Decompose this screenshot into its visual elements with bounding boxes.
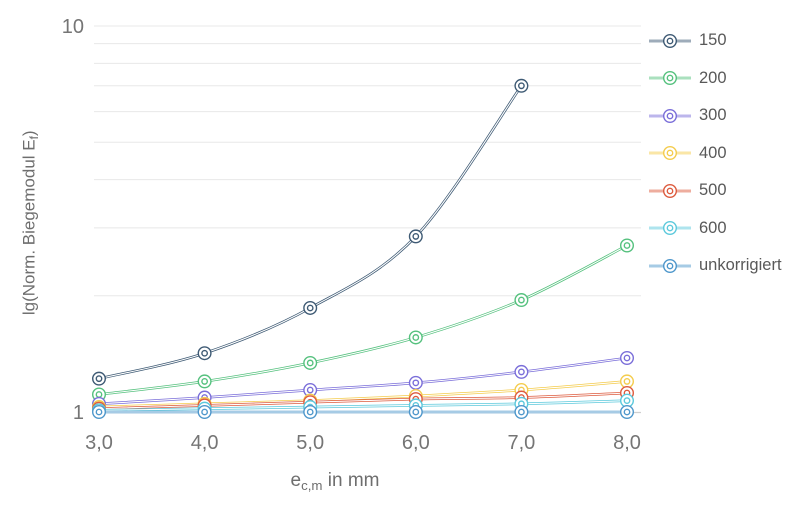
y-axis-title-subscript: f <box>26 136 41 140</box>
data-point-inner-unkorrigiert <box>518 408 525 416</box>
legend-marker-icon-600 <box>649 221 691 236</box>
legend-item-150: 150 <box>648 22 806 60</box>
series-line-core-150 <box>98 85 522 380</box>
data-point-inner-unkorrigiert <box>201 408 209 416</box>
data-point-inner-unkorrigiert <box>306 408 314 416</box>
data-point-inner-200 <box>306 359 314 367</box>
series-line-150 <box>98 85 523 380</box>
x-tick-label: 8,0 <box>613 432 641 454</box>
data-point-inner-200 <box>412 334 420 341</box>
legend-label-400: 400 <box>699 143 727 162</box>
data-point-inner-200 <box>201 378 209 385</box>
legend-marker-icon-400 <box>649 146 691 161</box>
legend-marker-icon-500 <box>649 183 691 198</box>
x-axis-title-text: e <box>290 470 302 491</box>
x-tick-label: 6,0 <box>402 432 430 454</box>
legend-item-200: 200 <box>648 60 806 98</box>
data-point-inner-200 <box>95 391 103 398</box>
data-point-inner-300 <box>412 379 420 387</box>
data-point-inner-300 <box>623 354 631 362</box>
x-tick-label: 7,0 <box>507 432 535 454</box>
data-point-inner-600 <box>623 397 631 405</box>
x-axis-title: ec,m in mm <box>170 470 500 493</box>
y-axis-title-suffix: ) <box>19 130 39 137</box>
legend-label-150: 150 <box>699 31 727 50</box>
legend-item-500: 500 <box>648 172 806 210</box>
series-line-200 <box>98 244 628 396</box>
y-tick-label: 1 <box>73 402 84 424</box>
data-point-inner-300 <box>518 368 525 376</box>
legend-label-unkorrigiert: unkorrigiert <box>699 256 782 275</box>
legend-marker-icon-unkorrigiert <box>649 258 691 273</box>
legend: 150 200 300 400 500 600 unkorrigiert <box>648 22 806 285</box>
series-line-core-300 <box>98 357 628 405</box>
legend-item-300: 300 <box>648 97 806 135</box>
data-point-inner-200 <box>518 296 525 304</box>
legend-label-600: 600 <box>699 218 727 237</box>
y-axis-title: lg(Norm. Biegemodul Ef) <box>19 53 41 393</box>
legend-marker-icon-300 <box>649 108 691 123</box>
x-tick-label: 3,0 <box>85 432 113 454</box>
series-line-core-500 <box>98 392 628 410</box>
data-point-inner-300 <box>306 386 314 394</box>
data-point-inner-150 <box>306 304 314 312</box>
data-point-inner-unkorrigiert <box>95 408 103 416</box>
x-tick-label: 4,0 <box>191 432 219 454</box>
data-point-inner-150 <box>412 233 420 240</box>
x-axis-title-subscript: c,m <box>301 477 323 493</box>
data-point-inner-400 <box>623 378 631 385</box>
x-axis-title-rest: in mm <box>322 470 380 491</box>
legend-item-400: 400 <box>648 135 806 173</box>
data-point-inner-200 <box>623 242 631 249</box>
legend-marker-icon-200 <box>649 71 691 86</box>
series-line-core-400 <box>98 380 628 408</box>
data-point-inner-150 <box>201 349 209 357</box>
data-point-inner-unkorrigiert <box>623 408 631 416</box>
legend-label-500: 500 <box>699 181 727 200</box>
legend-label-300: 300 <box>699 106 727 125</box>
legend-marker-icon-150 <box>649 33 691 48</box>
legend-label-200: 200 <box>699 68 727 87</box>
series-line-core-600 <box>98 400 628 411</box>
series-line-core-200 <box>98 245 628 396</box>
y-axis-title-text: lg(Norm. Biegemodul E <box>19 139 39 316</box>
y-tick-label: 10 <box>62 16 84 38</box>
data-point-inner-unkorrigiert <box>412 408 420 416</box>
x-tick-label: 5,0 <box>296 432 324 454</box>
legend-item-600: 600 <box>648 210 806 248</box>
data-point-inner-150 <box>518 82 525 90</box>
data-point-inner-150 <box>95 375 103 383</box>
legend-item-unkorrigiert: unkorrigiert <box>648 247 806 285</box>
